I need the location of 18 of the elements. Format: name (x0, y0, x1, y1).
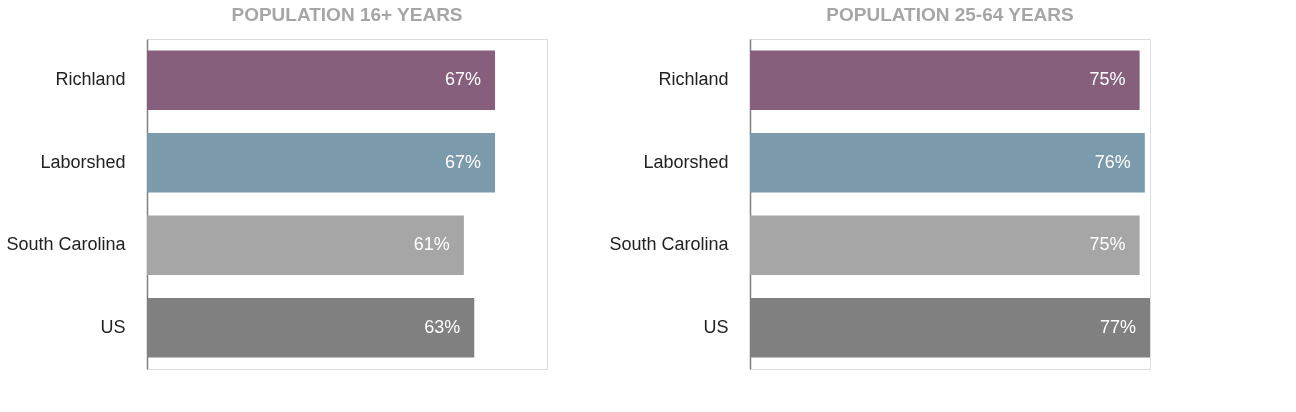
data-label: 77% (1099, 316, 1136, 337)
y-tick-label: Laborshed (643, 151, 729, 172)
data-label: 67% (445, 69, 482, 90)
data-label: 75% (1089, 69, 1126, 90)
y-tick-label: Laborshed (40, 151, 126, 172)
y-tick-label: South Carolina (609, 234, 730, 255)
data-label: 76% (1094, 151, 1131, 172)
y-tick-label: US (100, 316, 126, 337)
chart-title: POPULATION 16+ YEARS (231, 4, 463, 25)
data-label: 61% (413, 234, 450, 255)
y-tick-label: South Carolina (6, 234, 127, 255)
data-label: 67% (445, 151, 482, 172)
y-tick-label: Richland (55, 69, 126, 90)
data-label: 63% (424, 316, 461, 337)
chart-title: POPULATION 25-64 YEARS (826, 4, 1074, 25)
y-tick-label: Richland (658, 69, 729, 90)
y-tick-label: US (703, 316, 729, 337)
data-label: 75% (1089, 234, 1126, 255)
